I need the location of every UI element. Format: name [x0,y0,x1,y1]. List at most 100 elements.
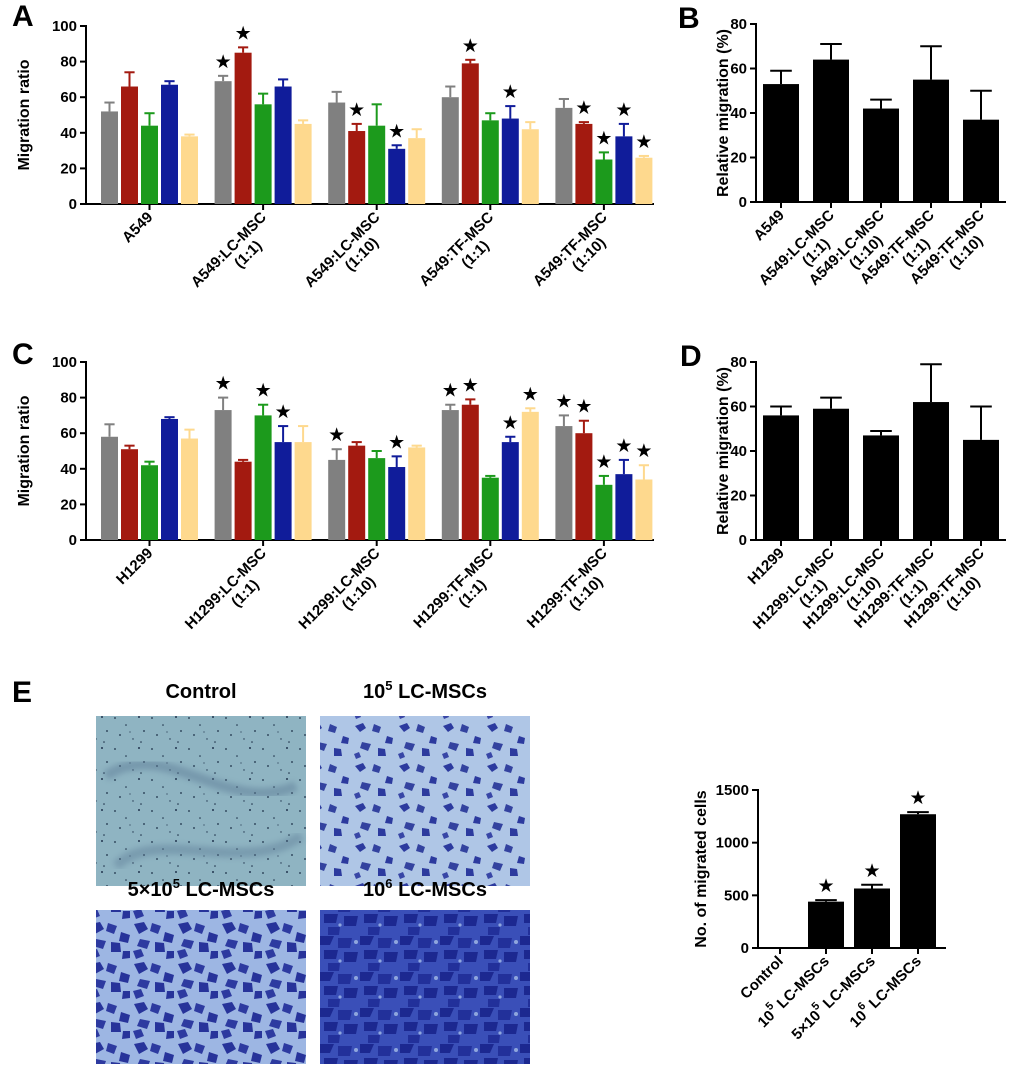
bar-black [963,119,999,202]
category-label: H1299 [745,545,788,588]
x-tick-label: A549:TF-MSC(1:10) [530,209,611,290]
y-tick-label: 60 [60,89,77,106]
significance-star: ★ [522,384,539,405]
significance-star: ★ [235,23,252,44]
significance-star: ★ [348,100,365,121]
bar-yellow [635,157,653,204]
significance-star: ★ [215,52,232,73]
bar-blue [388,148,406,204]
significance-star: ★ [575,397,592,418]
bar-gray [555,426,573,540]
y-tick-label: 500 [724,887,749,904]
membrane-streak [103,759,298,798]
bar-black [913,402,949,540]
significance-star: ★ [462,375,479,396]
x-tick-label: A549:LC-MSC(1:10) [301,209,383,291]
bar-red [348,445,366,540]
bar-black [813,408,849,540]
bar-blue [615,474,633,540]
x-tick-label: H1299 [745,545,788,588]
y-tick-label: 100 [52,354,77,371]
significance-star: ★ [502,82,519,103]
y-tick-label: 20 [730,488,747,505]
significance-star: ★ [215,374,232,395]
bar-black [763,84,799,202]
significance-star: ★ [863,861,880,882]
bar-black [763,415,799,540]
panel-label-e: E [12,676,32,709]
x-tick-label: H1299 [113,545,156,588]
significance-star: ★ [635,132,652,153]
x-tick-label: A549 [750,207,787,244]
bar-green [368,125,386,204]
y-tick-label: 20 [730,150,747,167]
y-axis-title: Relative migration (%) [715,29,732,197]
bar-red [575,123,593,204]
bar-gray [441,410,459,540]
significance-star: ★ [615,436,632,457]
bar-black [963,439,999,540]
bar-blue [161,418,178,540]
y-tick-label: 40 [60,461,77,478]
bar-green [481,477,499,540]
y-tick-label: 1000 [716,835,749,852]
micrograph-image [320,910,530,1064]
significance-star: ★ [595,128,612,149]
bar-red [121,86,138,204]
significance-star: ★ [555,391,572,412]
y-tick-label: 60 [730,399,747,416]
significance-star: ★ [635,441,652,462]
bar-red [461,404,479,540]
bar-blue [615,136,633,204]
bar-blue [161,84,178,204]
micrograph-high: 106 LC-MSCs [320,876,530,1064]
micrograph-title: 5×105 LC-MSCs [128,876,275,901]
bar-blue [274,86,292,204]
y-tick-label: 40 [730,105,747,122]
x-tick-label: A549:LC-MSC(1:1) [188,209,270,291]
panel-label-a: A [12,0,34,33]
y-tick-label: 0 [741,940,749,957]
bar-green [141,465,158,540]
panel-label-c: C [12,338,34,371]
significance-star: ★ [595,452,612,473]
bar-red [461,63,479,204]
y-tick-label: 20 [60,160,77,177]
significance-star: ★ [909,788,926,809]
bar-green [254,415,272,540]
y-tick-label: 80 [730,16,747,33]
bar-black [863,108,899,202]
bar-green [141,125,158,204]
bar-red [348,131,366,204]
x-tick-label: H1299:LC-MSC(1:10) [295,545,383,633]
micrograph-grid: Control 105 LC-MSCs 5×105 LC-MSCs 106 LC-MS… [96,678,530,1064]
y-tick-label: 100 [52,18,77,35]
bar-yellow [635,479,653,540]
bar-green [254,104,272,204]
micrograph-image [96,910,306,1064]
bar-black [854,888,890,948]
bar-gray [328,102,346,204]
bar-gray [214,81,232,204]
micrograph-title: Control [165,681,236,703]
significance-star: ★ [575,98,592,119]
significance-star: ★ [442,381,459,402]
bar-red [234,461,252,540]
y-tick-label: 0 [69,196,77,213]
x-tick-label: H1299:TF-MSC(1:1) [410,545,497,632]
y-axis-title: No. of migrated cells [693,790,710,947]
micrograph-title: 105 LC-MSCs [363,678,487,703]
bar-yellow [521,129,539,204]
y-tick-label: 60 [60,425,77,442]
bar-black [808,901,844,948]
bar-yellow [408,447,426,540]
bar-black [813,59,849,202]
y-tick-label: 40 [60,125,77,142]
bar-yellow [181,136,198,204]
micrograph-mid: 5×105 LC-MSCs [96,876,306,1064]
x-tick-label: A549:TF-MSC(1:1) [416,209,497,290]
category-label: A549 [750,207,787,244]
